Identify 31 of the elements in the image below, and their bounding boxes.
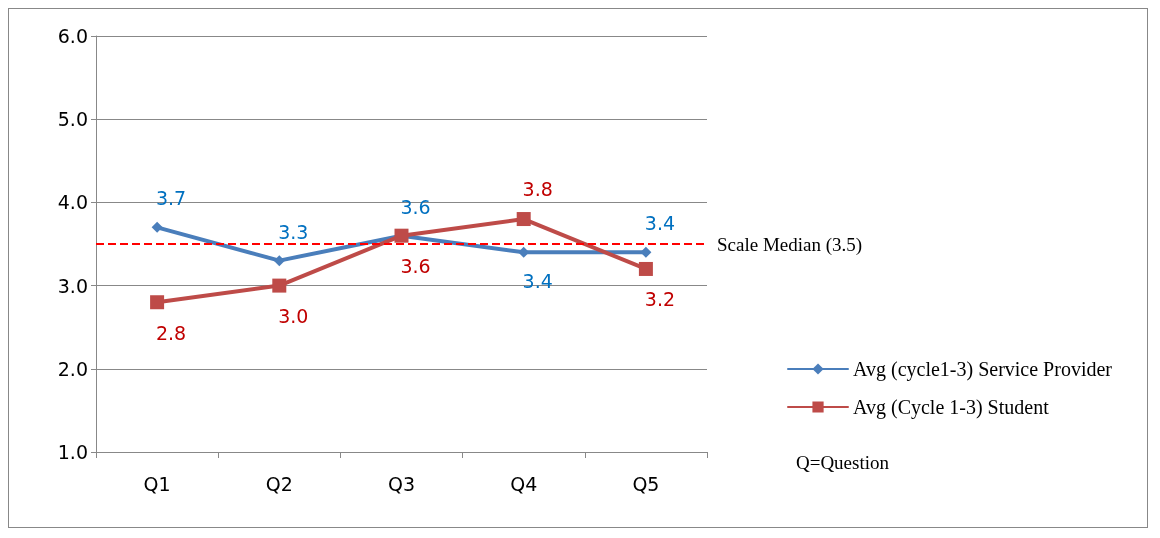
y-tick-label: 5.0: [57, 108, 88, 131]
point: [638, 261, 653, 276]
ref-line-label: Scale Median (3.5): [717, 233, 863, 256]
data-label: 3.6: [400, 195, 431, 218]
point: [516, 212, 531, 227]
legend-label: Avg (Cycle 1-3) Student: [853, 396, 1050, 419]
point: [151, 221, 163, 233]
y-tick-label: 4.0: [57, 191, 88, 214]
point: [273, 255, 285, 267]
y-tick-label: 2.0: [57, 357, 88, 380]
data-label: 3.3: [278, 220, 309, 243]
x-tick-label: Q1: [143, 472, 171, 495]
data-label: 3.8: [522, 177, 553, 200]
y-tick-label: 6.0: [57, 25, 88, 47]
x-tick-label: Q2: [265, 472, 293, 495]
data-label: 3.6: [400, 255, 431, 278]
legend-label: Avg (cycle1-3) Service Provider: [853, 358, 1113, 381]
x-tick-label: Q5: [632, 472, 660, 495]
data-label: 3.4: [644, 212, 676, 235]
data-label: 3.4: [522, 270, 553, 293]
data-label: 3.0: [278, 305, 309, 328]
y-tick-label: 1.0: [57, 441, 88, 463]
y-tick-label: 3.0: [57, 274, 88, 297]
data-label: 2.8: [155, 321, 187, 344]
data-label: 3.2: [644, 288, 676, 311]
point: [150, 295, 165, 310]
point: [272, 278, 287, 293]
x-tick-label: Q3: [387, 472, 416, 495]
x-tick-label: Q4: [510, 472, 538, 495]
data-label: 3.7: [155, 187, 187, 210]
text: Q=Question: [795, 452, 890, 473]
